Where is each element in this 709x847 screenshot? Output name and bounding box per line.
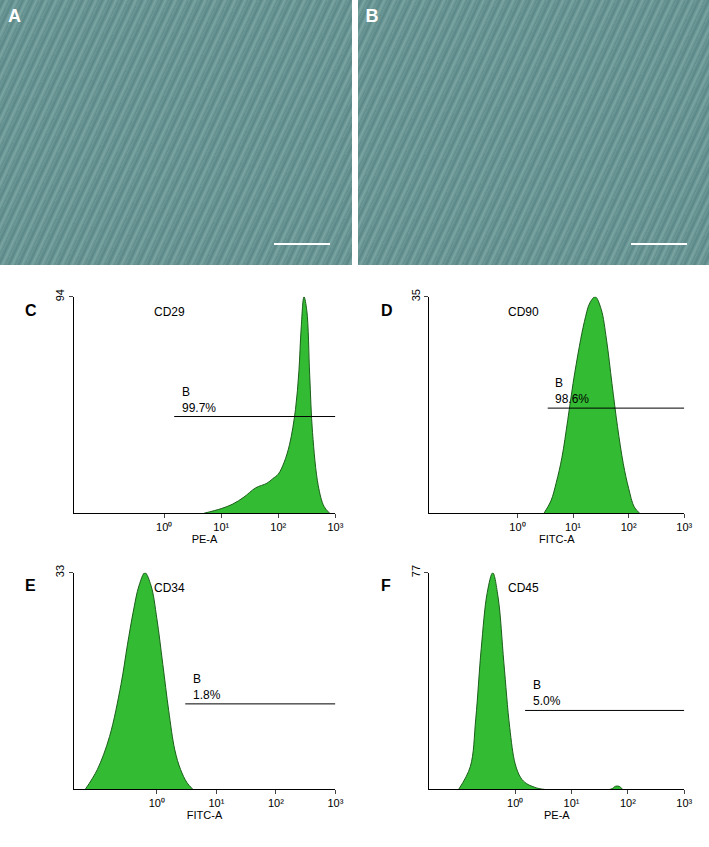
svg-text:10³: 10³ — [676, 521, 692, 533]
svg-text:10¹: 10¹ — [208, 797, 224, 809]
svg-text:10⁰: 10⁰ — [156, 521, 172, 533]
svg-text:10⁰: 10⁰ — [507, 797, 523, 809]
svg-text:PE-A: PE-A — [544, 809, 570, 821]
svg-text:10²: 10² — [268, 797, 284, 809]
svg-text:D: D — [381, 302, 393, 319]
svg-text:10¹: 10¹ — [564, 797, 580, 809]
svg-text:77: 77 — [410, 565, 422, 577]
svg-text:10²: 10² — [621, 521, 637, 533]
svg-text:10²: 10² — [620, 797, 636, 809]
svg-text:C: C — [25, 302, 37, 319]
svg-text:10⁰: 10⁰ — [149, 797, 165, 809]
svg-text:10¹: 10¹ — [565, 521, 581, 533]
svg-text:B5.0%: B5.0% — [533, 678, 561, 708]
svg-text:94: 94 — [54, 289, 66, 301]
svg-text:B98.6%: B98.6% — [555, 376, 589, 406]
svg-text:35: 35 — [410, 289, 422, 301]
svg-text:F: F — [381, 577, 391, 594]
svg-text:10⁰: 10⁰ — [509, 521, 525, 533]
svg-text:CD34: CD34 — [154, 581, 185, 595]
svg-text:FITC-A: FITC-A — [539, 533, 575, 545]
svg-text:B99.7%: B99.7% — [182, 385, 216, 415]
svg-text:B1.8%: B1.8% — [193, 672, 221, 702]
html-text:B: B — [365, 6, 379, 26]
svg-text:10¹: 10¹ — [213, 521, 229, 533]
svg-text:10³: 10³ — [327, 797, 343, 809]
svg-text:33: 33 — [54, 565, 66, 577]
svg-text:E: E — [25, 577, 36, 594]
svg-text:PE-A: PE-A — [192, 533, 218, 545]
svg-text:10³: 10³ — [676, 797, 692, 809]
svg-text:CD29: CD29 — [154, 305, 185, 319]
svg-text:CD90: CD90 — [508, 305, 539, 319]
svg-text:FITC-A: FITC-A — [187, 809, 223, 821]
svg-text:10²: 10² — [270, 521, 286, 533]
svg-text:CD45: CD45 — [508, 581, 539, 595]
html-text:A: A — [8, 6, 21, 26]
svg-text:10³: 10³ — [327, 521, 343, 533]
